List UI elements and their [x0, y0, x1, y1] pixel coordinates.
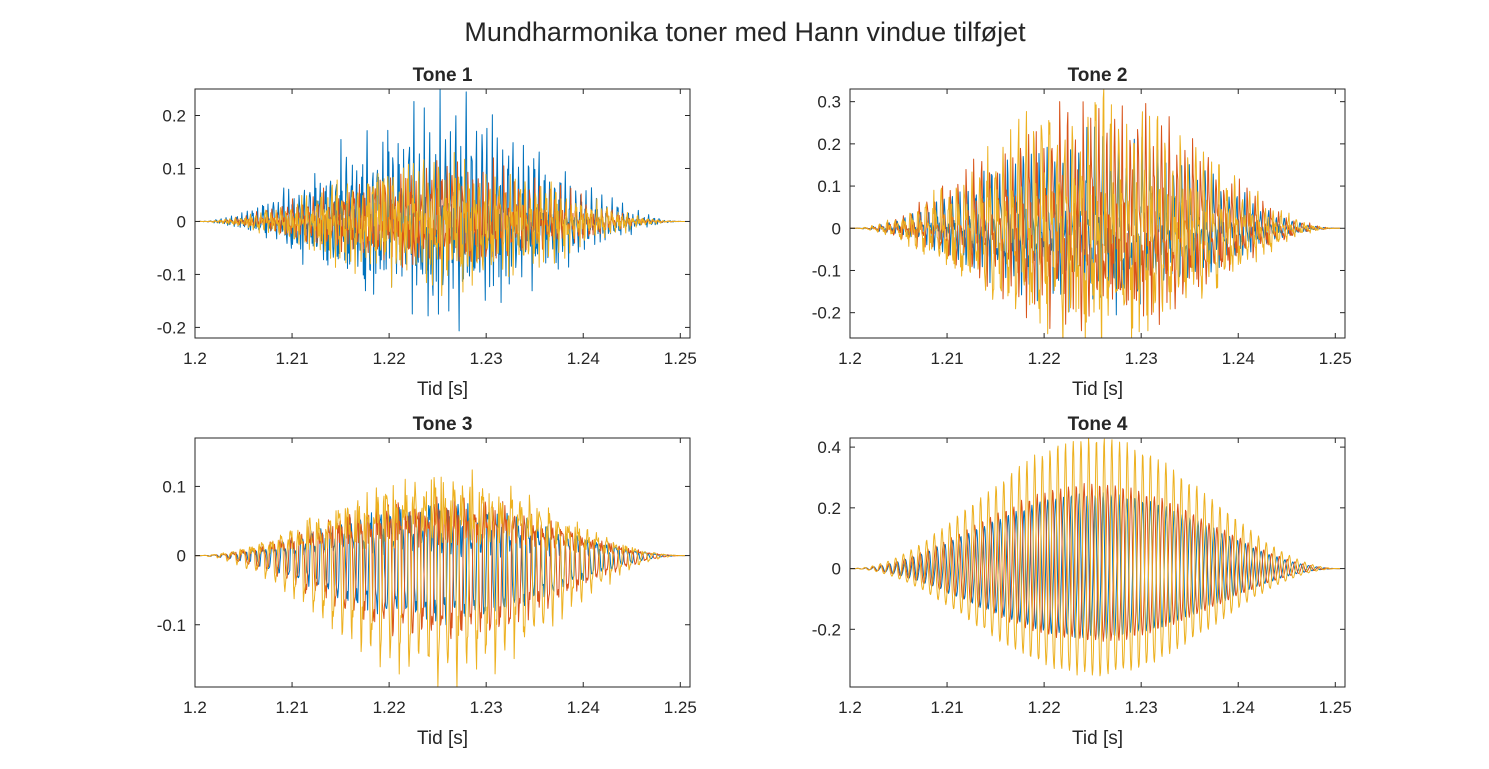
x-tick-label: 1.25	[1319, 698, 1352, 717]
y-tick-label: 0.1	[162, 159, 186, 178]
axes-frame	[194, 437, 691, 688]
axes-frame	[849, 437, 1346, 688]
y-tick-label: -0.2	[157, 318, 186, 337]
traces	[195, 469, 686, 687]
subplot-tone-3: 1.2 1.21 1.22 1.23 1.24 1.25 -0.1 0 0.1 Tone 3 Tid…	[157, 414, 697, 749]
x-tick-label: 1.2	[183, 349, 207, 368]
subplot-title: Tone 4	[1068, 414, 1128, 435]
subplot-title: Tone 1	[413, 65, 473, 86]
x-tick-label: 1.2	[838, 698, 862, 717]
x-tick-label: 1.23	[1125, 349, 1158, 368]
x-tick-label: 1.24	[1222, 349, 1255, 368]
x-tick-label: 1.22	[373, 349, 406, 368]
x-tick-label: 1.22	[1028, 349, 1061, 368]
x-tick-label: 1.21	[276, 698, 309, 717]
y-tick-label: 0	[177, 212, 186, 231]
traces	[850, 438, 1341, 677]
subplot-tone-4: 1.2 1.21 1.22 1.23 1.24 1.25 -0.2 0 0.2 0.4 Tone 4…	[812, 414, 1352, 749]
subplot-title: Tone 2	[1068, 65, 1128, 86]
traces	[850, 89, 1341, 338]
y-tick-label: 0	[832, 560, 841, 579]
y-tick-label: -0.2	[812, 620, 841, 639]
x-tick-label: 1.21	[931, 349, 964, 368]
x-tick-label: 1.24	[1222, 698, 1255, 717]
y-tick-label: 0.2	[817, 135, 841, 154]
y-tick-label: 0.2	[817, 499, 841, 518]
x-tick-label: 1.24	[567, 698, 600, 717]
subplot-tone-2: 1.2 1.21 1.22 1.23 1.24 1.25 -0.2 -0.1 0 0.1 0.2 0.…	[812, 65, 1352, 400]
x-tick-label: 1.23	[1125, 698, 1158, 717]
x-tick-label: 1.21	[931, 698, 964, 717]
x-tick-label: 1.2	[183, 698, 207, 717]
y-tick-label: -0.1	[157, 265, 186, 284]
series-line-3	[195, 469, 686, 687]
x-tick-label: 1.23	[470, 698, 503, 717]
x-tick-label: 1.21	[276, 349, 309, 368]
y-tick-label: -0.1	[812, 261, 841, 280]
y-tick-label: -0.2	[812, 304, 841, 323]
y-tick-label: 0	[177, 547, 186, 566]
y-tick-label: -0.1	[157, 616, 186, 635]
series-line-3	[850, 89, 1341, 338]
x-axis-label: Tid [s]	[1072, 728, 1123, 749]
x-tick-label: 1.25	[664, 349, 697, 368]
axes-frame	[849, 88, 1346, 339]
x-tick-label: 1.22	[373, 698, 406, 717]
y-tick-label: 0	[832, 219, 841, 238]
series-line-3	[850, 438, 1341, 677]
figure-title: Mundharmonika toner med Hann vindue tilf…	[464, 17, 1026, 47]
y-tick-label: 0.1	[162, 477, 186, 496]
x-tick-label: 1.23	[470, 349, 503, 368]
x-tick-label: 1.24	[567, 349, 600, 368]
y-tick-label: 0.2	[162, 106, 186, 125]
x-tick-label: 1.2	[838, 349, 862, 368]
axes-frame	[194, 88, 691, 339]
x-tick-label: 1.25	[1319, 349, 1352, 368]
series-line-1	[195, 503, 686, 626]
y-tick-label: 0.3	[817, 93, 841, 112]
x-axis-label: Tid [s]	[417, 379, 468, 400]
x-tick-label: 1.22	[1028, 698, 1061, 717]
y-tick-label: 0.4	[817, 438, 841, 457]
traces	[195, 89, 686, 332]
x-tick-label: 1.25	[664, 698, 697, 717]
x-axis-label: Tid [s]	[417, 728, 468, 749]
subplot-tone-1: 1.2 1.21 1.22 1.23 1.24 1.25 -0.2 -0.1 0 0.1 0.2 To…	[157, 65, 697, 400]
x-axis-label: Tid [s]	[1072, 379, 1123, 400]
subplot-title: Tone 3	[413, 414, 473, 435]
series-line-3	[195, 152, 686, 297]
y-tick-label: 0.1	[817, 177, 841, 196]
